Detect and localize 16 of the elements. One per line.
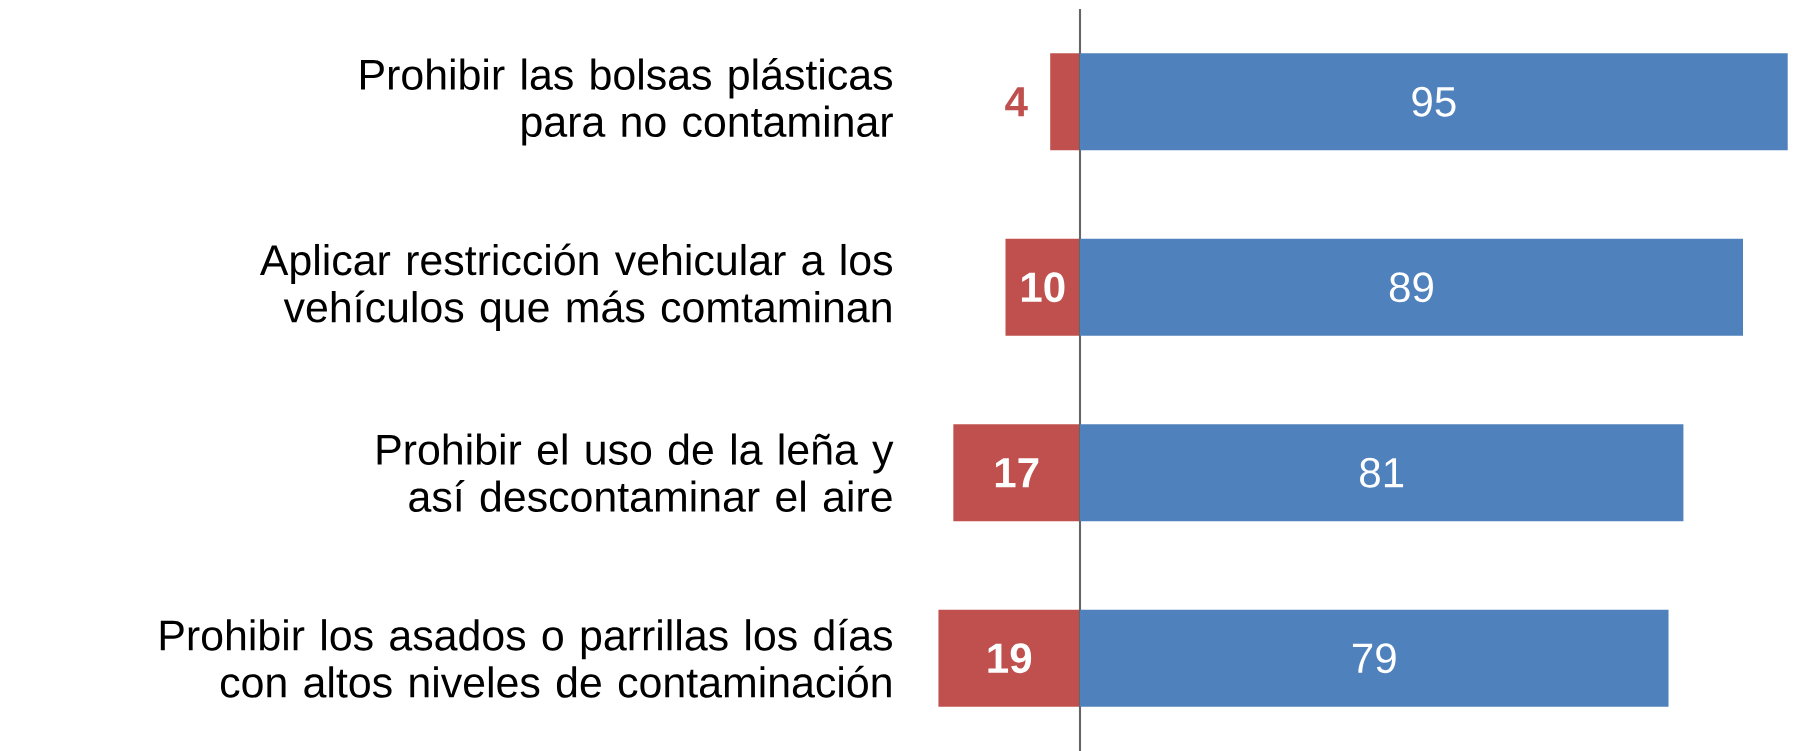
y-tick-label: Prohibir el uso de la leña y así descontaminar el aire — [377, 433, 894, 513]
data-label: 89 — [1389, 272, 1433, 303]
data-label: 10 — [1021, 272, 1065, 303]
y-tick-label: Aplicar restricción vehicular a los vehículos que más comtaminan — [259, 243, 893, 331]
bar — [1050, 53, 1080, 151]
y-tick-label: Prohibir los asados o parrillas los días con altos niveles de contaminación — [160, 618, 892, 698]
data-label: 95 — [1412, 86, 1456, 117]
data-label: 81 — [1360, 457, 1404, 488]
bar — [1005, 238, 1080, 336]
data-label: 17 — [995, 458, 1039, 488]
data-label: 79 — [1352, 643, 1396, 674]
data-label: 19 — [988, 643, 1032, 674]
y-tick-label: Prohibir las bolsas plásticas para no contaminar — [361, 57, 893, 146]
data-label: 4 — [1005, 87, 1028, 117]
bar — [938, 609, 1080, 707]
bar — [953, 424, 1080, 522]
